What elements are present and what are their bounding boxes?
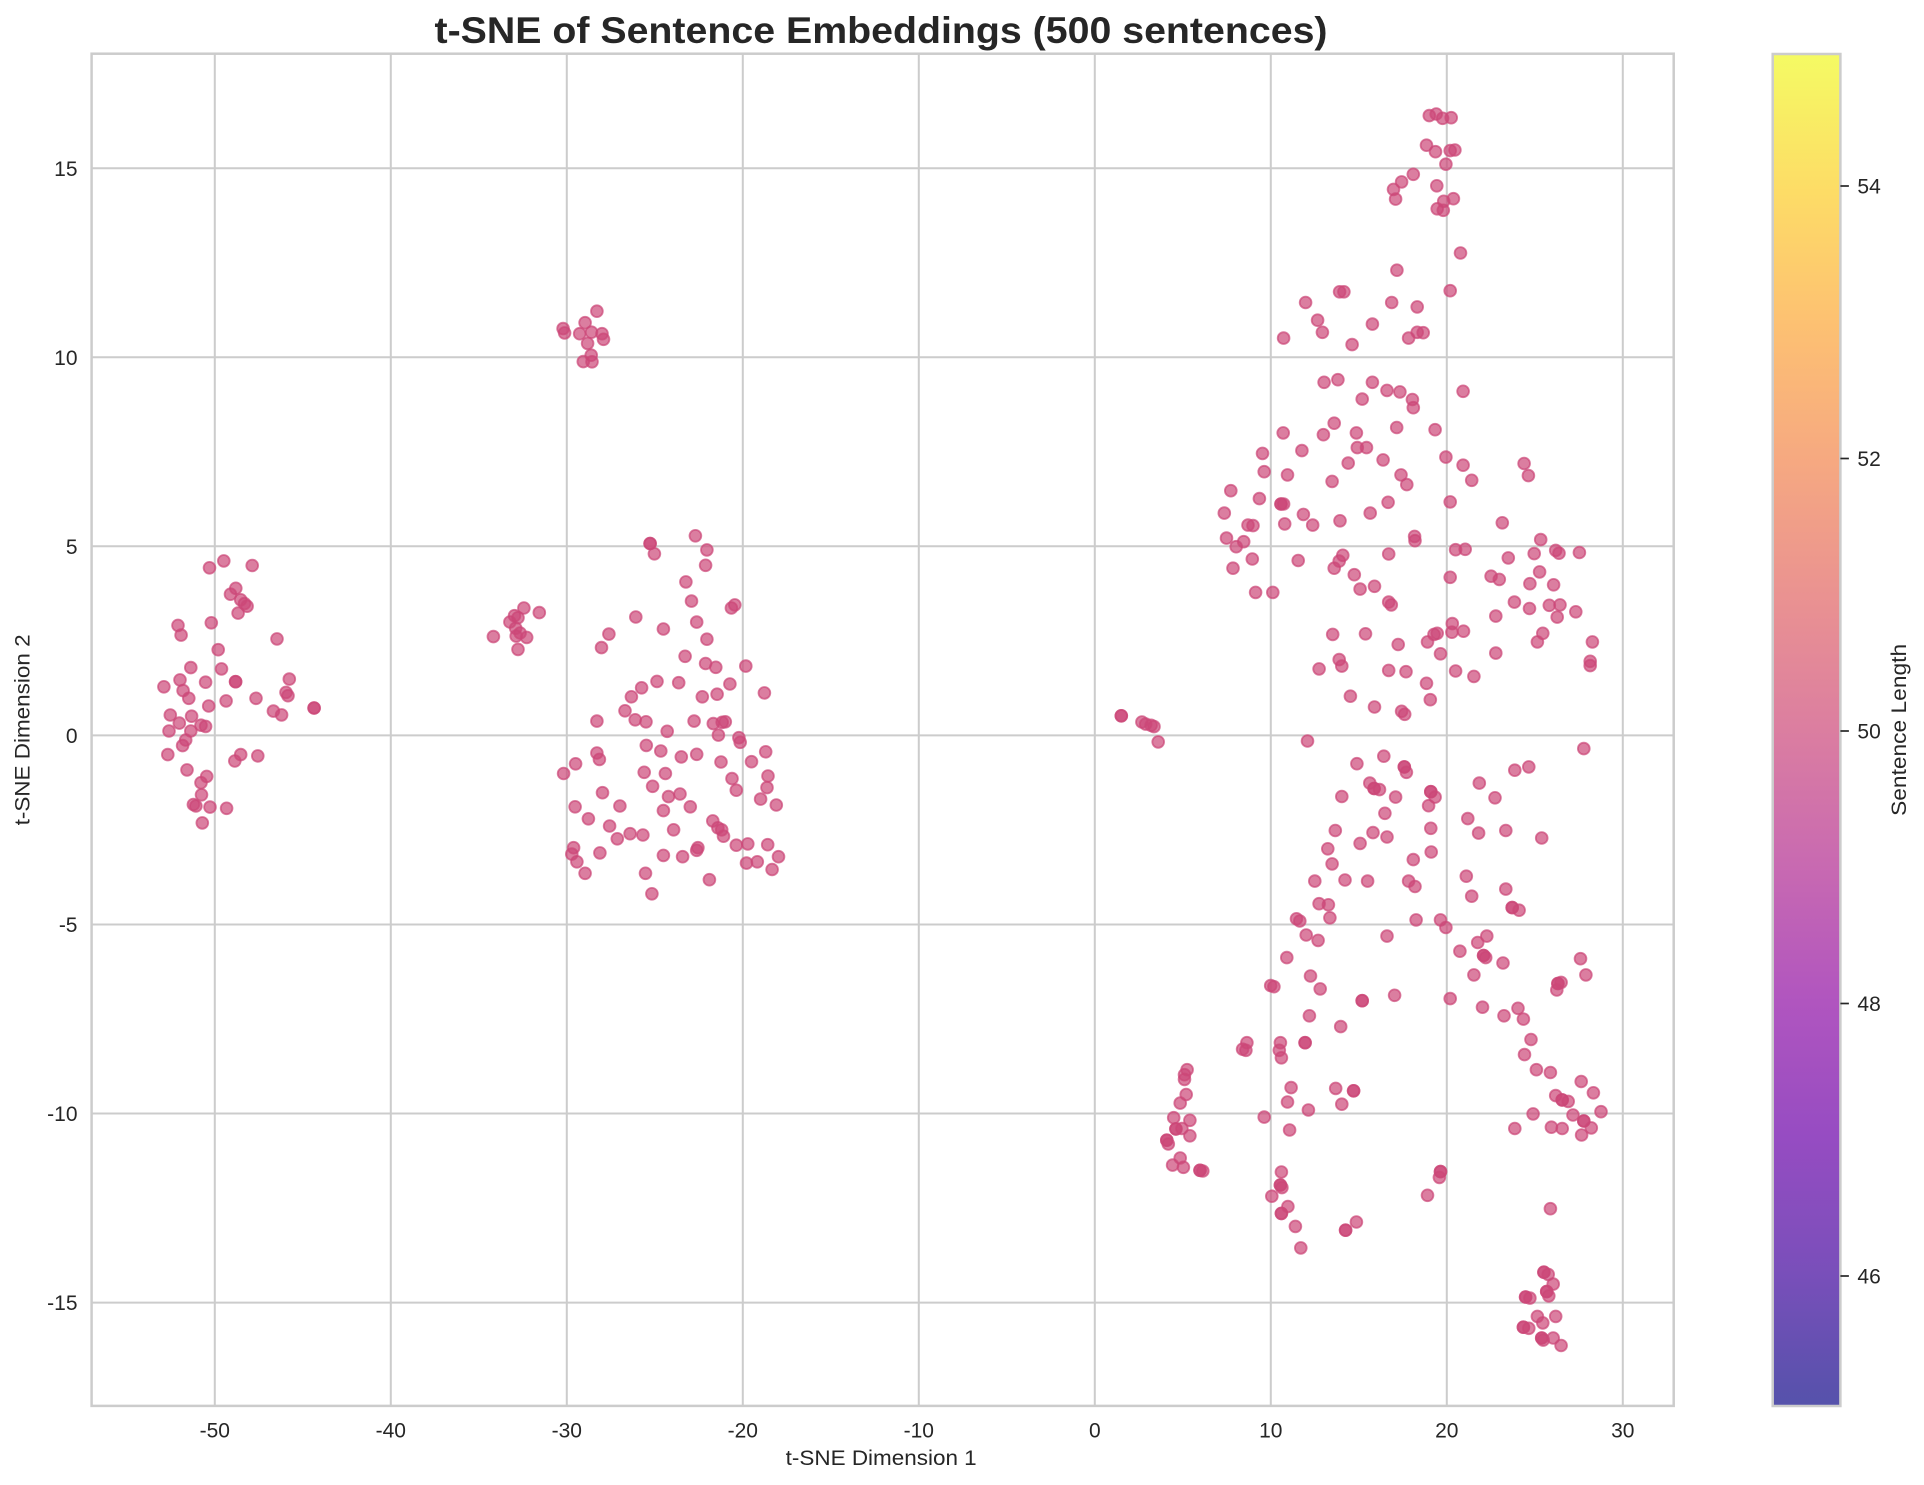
- svg-text:54: 54: [1857, 176, 1881, 199]
- svg-text:-5: -5: [59, 914, 78, 937]
- svg-text:52: 52: [1857, 448, 1880, 471]
- svg-text:50: 50: [1857, 721, 1880, 744]
- svg-text:5: 5: [66, 536, 78, 559]
- svg-text:20: 20: [1435, 1420, 1458, 1443]
- svg-text:15: 15: [54, 158, 77, 181]
- svg-text:-40: -40: [376, 1420, 406, 1443]
- svg-text:-50: -50: [200, 1420, 230, 1443]
- svg-text:-15: -15: [47, 1292, 77, 1315]
- svg-text:46: 46: [1857, 1266, 1880, 1289]
- svg-text:-10: -10: [904, 1420, 934, 1443]
- svg-text:t-SNE Dimension 2: t-SNE Dimension 2: [11, 634, 35, 825]
- svg-text:-30: -30: [552, 1420, 582, 1443]
- svg-text:10: 10: [54, 347, 77, 370]
- svg-text:Sentence Length: Sentence Length: [1887, 644, 1911, 816]
- svg-text:30: 30: [1611, 1420, 1634, 1443]
- svg-text:-20: -20: [728, 1420, 758, 1443]
- svg-text:0: 0: [66, 725, 78, 748]
- svg-text:t-SNE Dimension 1: t-SNE Dimension 1: [786, 1446, 977, 1470]
- svg-text:10: 10: [1259, 1420, 1282, 1443]
- svg-text:48: 48: [1857, 993, 1880, 1016]
- svg-text:0: 0: [1089, 1420, 1101, 1443]
- svg-text:t-SNE of Sentence Embeddings (: t-SNE of Sentence Embeddings (500 senten…: [435, 10, 1328, 51]
- svg-text:-10: -10: [47, 1103, 77, 1126]
